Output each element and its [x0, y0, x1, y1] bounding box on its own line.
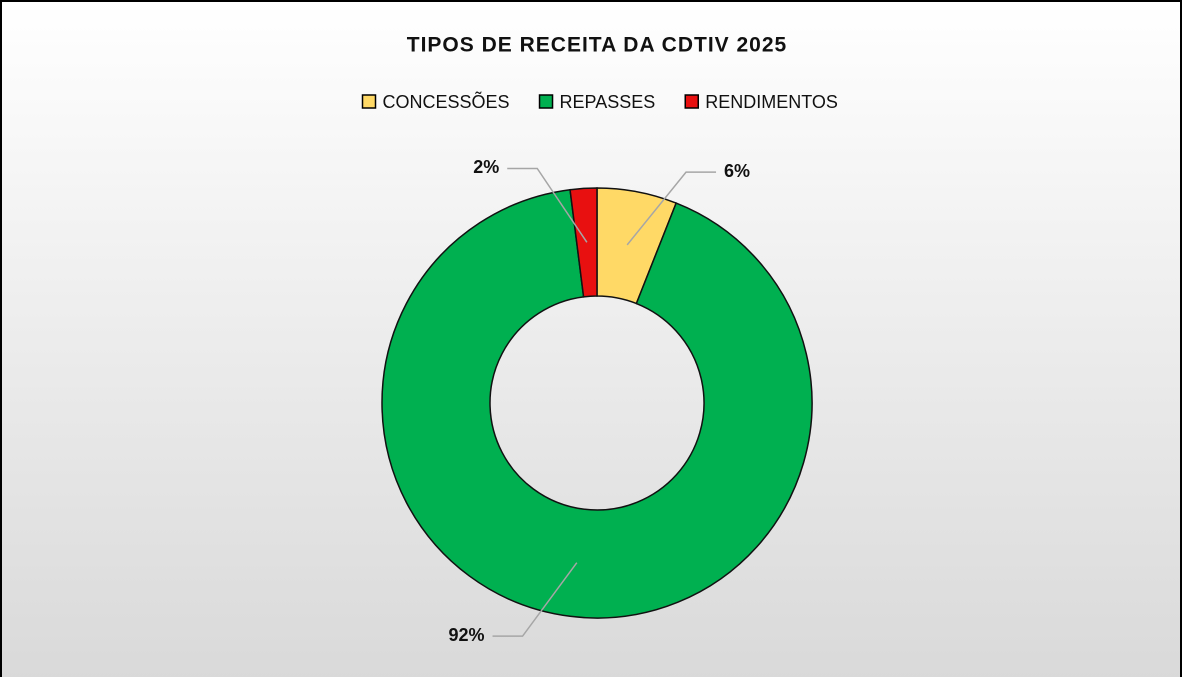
donut-slice — [381, 188, 813, 619]
legend-swatch — [361, 94, 377, 109]
legend: CONCESSÕES REPASSES RENDIMENTOS — [361, 91, 838, 112]
leader-line — [507, 167, 588, 243]
donut: 6% 92% 2% — [381, 157, 813, 645]
legend-label: REPASSES — [560, 92, 656, 112]
donut-slice — [569, 187, 598, 298]
data-label: 2% — [473, 157, 499, 177]
chart-title: TIPOS DE RECEITA DA CDTIV 2025 — [407, 34, 787, 57]
legend-label: CONCESSÕES — [383, 91, 510, 112]
data-label: 6% — [724, 161, 750, 181]
legend-swatch — [684, 94, 699, 109]
legend-swatch — [538, 94, 554, 109]
leader-line — [492, 562, 578, 637]
data-label: 92% — [449, 625, 485, 645]
leader-line — [626, 171, 717, 246]
legend-label: RENDIMENTOS — [705, 92, 838, 112]
